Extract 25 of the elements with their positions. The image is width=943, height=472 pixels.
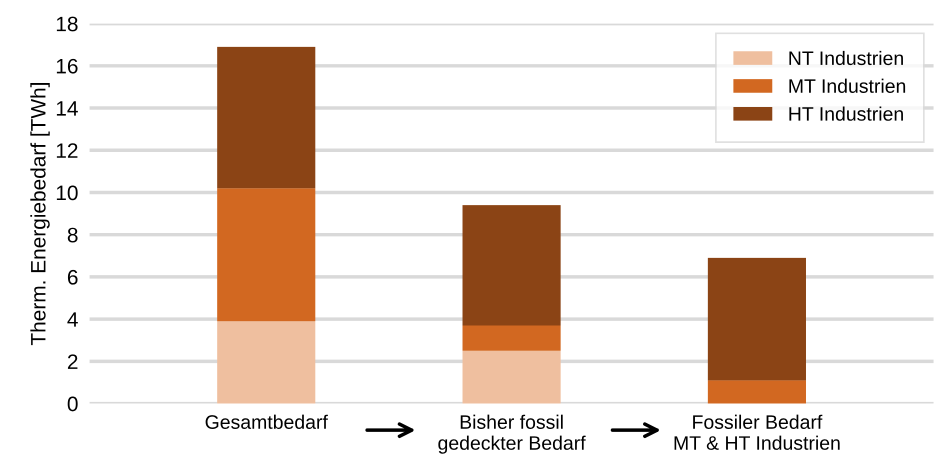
y-tick-label: 10 bbox=[56, 185, 78, 200]
legend-label: NT Industrien bbox=[789, 50, 903, 66]
bar bbox=[217, 46, 316, 188]
y-tick-label: 2 bbox=[68, 354, 78, 369]
y-tick-label: 6 bbox=[68, 270, 78, 285]
bar bbox=[708, 258, 806, 380]
y-tick-label: 8 bbox=[68, 228, 78, 242]
bar bbox=[462, 325, 561, 351]
y-axis-title: Therm. Energiebedarf [TWh] bbox=[30, 83, 50, 346]
legend-label: MT Industrien bbox=[789, 78, 906, 93]
y-tick-label: 0 bbox=[68, 396, 78, 412]
y-tick-label: 4 bbox=[67, 312, 78, 327]
bar bbox=[217, 188, 316, 322]
x-tick-label: Fossiler Bedarf MT & HT Industrien bbox=[674, 414, 840, 450]
bar bbox=[708, 380, 806, 404]
y-tick-label: 16 bbox=[56, 58, 78, 74]
legend-label: HT Industrien bbox=[789, 106, 903, 121]
y-tick-label: 18 bbox=[56, 16, 78, 32]
y-tick-label: 12 bbox=[56, 143, 78, 158]
bar bbox=[217, 321, 316, 404]
x-tick-label: Gesamtbedarf bbox=[206, 414, 328, 429]
bar bbox=[462, 350, 561, 404]
x-tick-label: Bisher fossil gedeckter Bedarf bbox=[438, 414, 586, 454]
bar bbox=[462, 205, 561, 326]
y-tick-label: 14 bbox=[56, 101, 78, 116]
